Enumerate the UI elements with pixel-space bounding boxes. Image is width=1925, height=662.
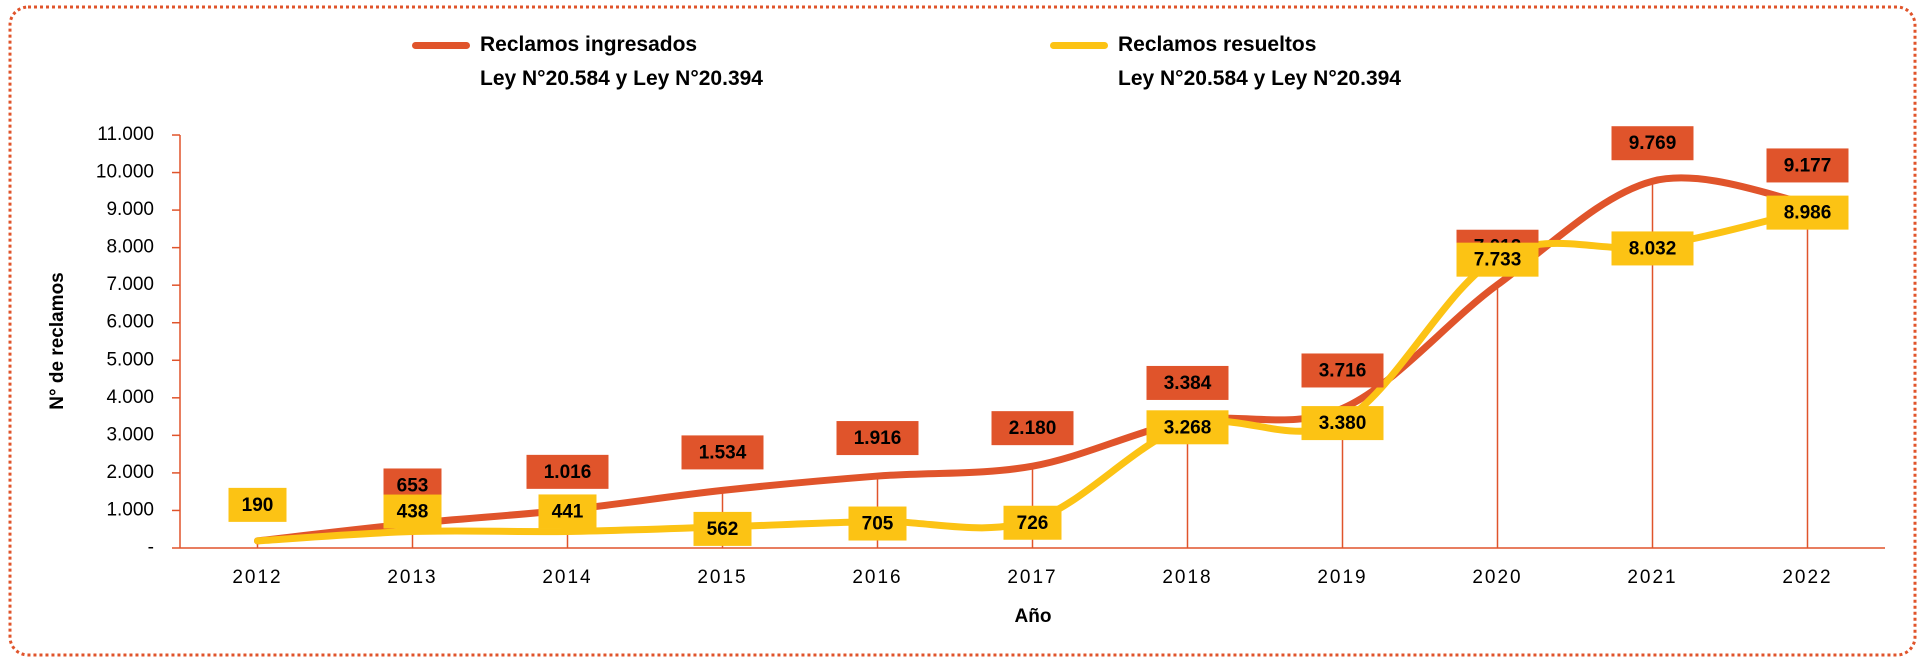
data-label-box: [1456, 242, 1539, 277]
y-tick-label: 4.000: [106, 387, 154, 408]
data-label: 3.716: [1319, 360, 1367, 381]
data-label: 2.180: [1009, 418, 1057, 439]
data-label-box: [526, 454, 609, 489]
data-label-box: [693, 511, 752, 546]
data-label-box: [1301, 406, 1384, 441]
data-label: 441: [552, 501, 584, 522]
legend-swatch: [412, 42, 470, 49]
x-tick-label: 2021: [1627, 567, 1677, 588]
data-label-box: [991, 411, 1074, 446]
y-tick-label: 11.000: [97, 124, 154, 145]
x-tick-label: 2020: [1472, 567, 1522, 588]
x-tick-label: 2012: [232, 567, 282, 588]
data-label: 1.016: [544, 462, 592, 483]
x-tick-label: 2013: [387, 567, 437, 588]
data-label: 9.177: [1784, 155, 1832, 176]
x-tick-label: 2019: [1317, 567, 1367, 588]
legend-label: Reclamos resueltos Ley N°20.584 y Ley N°…: [1118, 33, 1401, 90]
data-label-box: [1766, 195, 1849, 230]
data-label-box: [1003, 505, 1062, 540]
y-tick-label: 10.000: [96, 162, 154, 183]
data-label-box: [228, 487, 287, 522]
legend-swatch: [1050, 42, 1108, 49]
data-label: 438: [397, 502, 429, 523]
data-label-box: [1146, 365, 1229, 400]
data-label-box: [848, 506, 907, 541]
data-label-box: [383, 494, 442, 529]
data-label-box: [1611, 126, 1694, 161]
data-label: 8.032: [1629, 238, 1677, 259]
data-label-box: [1611, 231, 1694, 266]
y-tick-label: 7.000: [106, 274, 154, 295]
data-label: 190: [242, 495, 274, 516]
data-label: 562: [707, 519, 739, 540]
data-label-box: [538, 494, 597, 529]
data-label: 3.384: [1164, 373, 1212, 394]
x-tick-label: 2022: [1782, 567, 1832, 588]
data-label: 653: [397, 475, 429, 496]
y-tick-label: 3.000: [106, 424, 154, 445]
data-label: 726: [1017, 513, 1049, 534]
legend-label: Reclamos ingresados Ley N°20.584 y Ley N…: [480, 33, 763, 90]
data-label-box: [1301, 353, 1384, 388]
data-label-box: [836, 421, 919, 456]
y-tick-label: 5.000: [106, 349, 154, 370]
x-tick-label: 2017: [1007, 567, 1057, 588]
x-axis-label: Año: [1015, 606, 1052, 627]
legend-item: Reclamos resueltos Ley N°20.584 y Ley N°…: [1050, 28, 1401, 96]
data-label: 9.769: [1629, 133, 1677, 154]
data-label: 1.534: [699, 442, 747, 463]
data-label: 3.268: [1164, 417, 1212, 438]
y-axis-label: N° de reclamos: [47, 272, 68, 410]
legend-item: Reclamos ingresados Ley N°20.584 y Ley N…: [412, 28, 763, 96]
y-tick-label: 1.000: [106, 499, 154, 520]
data-label: 7.733: [1474, 250, 1522, 271]
x-tick-label: 2018: [1162, 567, 1212, 588]
x-tick-label: 2014: [542, 567, 592, 588]
y-tick-label: 8.000: [106, 237, 154, 258]
y-tick-label: 6.000: [106, 312, 154, 333]
x-tick-label: 2015: [697, 567, 747, 588]
y-tick-label: 9.000: [106, 199, 154, 220]
data-label-box: [681, 435, 764, 470]
y-tick-label: 2.000: [106, 462, 154, 483]
data-label: 1.916: [854, 428, 902, 449]
frame: [8, 5, 1917, 657]
data-label-box: [1146, 410, 1229, 445]
x-tick-label: 2016: [852, 567, 902, 588]
data-label-box: [1766, 148, 1849, 183]
data-label: 8.986: [1784, 203, 1832, 224]
y-tick-label: -: [148, 537, 154, 558]
data-label: 3.380: [1319, 413, 1367, 434]
data-label: 705: [862, 514, 894, 535]
